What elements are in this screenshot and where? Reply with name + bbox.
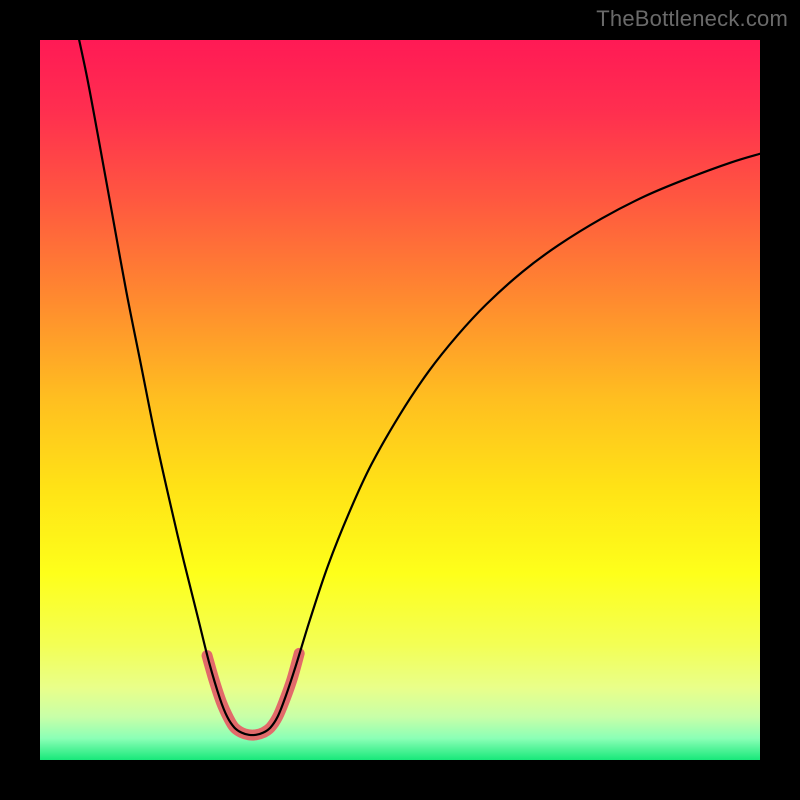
bottleneck-curve-path <box>76 40 760 735</box>
watermark-text: TheBottleneck.com <box>596 6 788 32</box>
curve-layer <box>40 40 760 760</box>
chart-plot-area <box>40 40 760 760</box>
